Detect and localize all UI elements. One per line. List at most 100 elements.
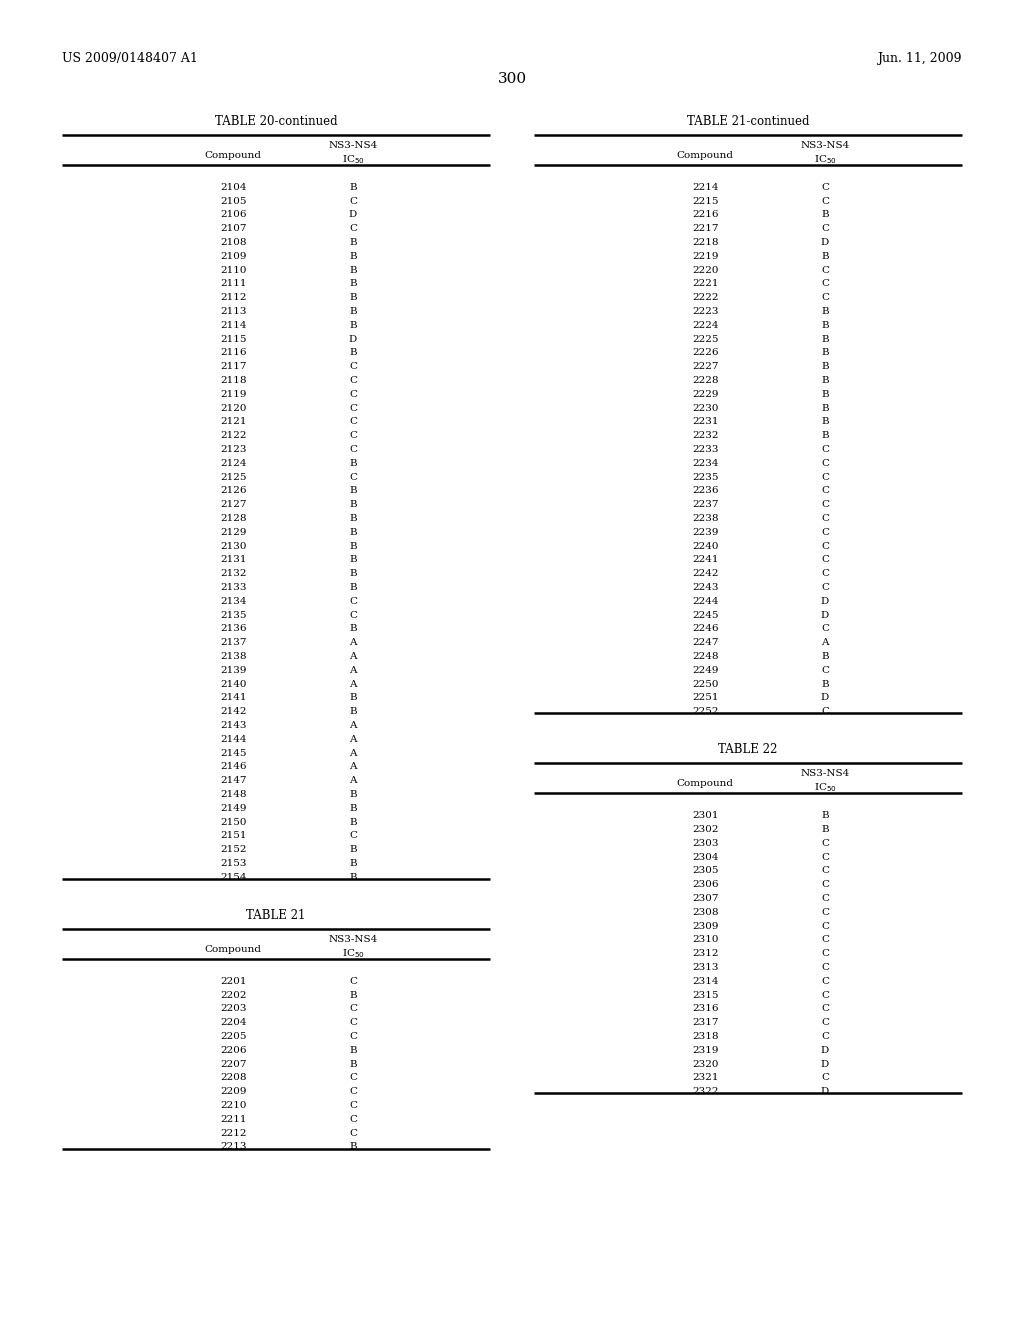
Text: 2152: 2152 [220, 845, 247, 854]
Text: C: C [821, 513, 829, 523]
Text: 2154: 2154 [220, 873, 247, 882]
Text: B: B [349, 845, 356, 854]
Text: 2250: 2250 [692, 680, 719, 689]
Text: B: B [349, 513, 356, 523]
Text: 2146: 2146 [220, 763, 247, 771]
Text: A: A [349, 776, 356, 785]
Text: B: B [349, 569, 356, 578]
Text: A: A [349, 748, 356, 758]
Text: 2142: 2142 [220, 708, 247, 717]
Text: B: B [349, 321, 356, 330]
Text: B: B [821, 652, 828, 661]
Text: C: C [821, 197, 829, 206]
Text: 2117: 2117 [220, 362, 247, 371]
Text: 2145: 2145 [220, 748, 247, 758]
Text: C: C [821, 949, 829, 958]
Text: 2134: 2134 [220, 597, 247, 606]
Text: B: B [821, 362, 828, 371]
Text: C: C [821, 665, 829, 675]
Text: A: A [349, 735, 356, 743]
Text: 2119: 2119 [220, 389, 247, 399]
Text: 2318: 2318 [692, 1032, 719, 1041]
Text: 2247: 2247 [692, 638, 719, 647]
Text: 2138: 2138 [220, 652, 247, 661]
Text: B: B [349, 252, 356, 261]
Text: C: C [349, 1018, 357, 1027]
Text: 2147: 2147 [220, 776, 247, 785]
Text: 2241: 2241 [692, 556, 719, 565]
Text: 2206: 2206 [220, 1045, 247, 1055]
Text: 2252: 2252 [692, 708, 719, 717]
Text: 2249: 2249 [692, 665, 719, 675]
Text: 2321: 2321 [692, 1073, 719, 1082]
Text: 2236: 2236 [692, 486, 719, 495]
Text: 2232: 2232 [692, 432, 719, 440]
Text: C: C [349, 1073, 357, 1082]
Text: C: C [821, 964, 829, 972]
Text: 2240: 2240 [692, 541, 719, 550]
Text: C: C [821, 908, 829, 917]
Text: 2305: 2305 [692, 866, 719, 875]
Text: TABLE 21-continued: TABLE 21-continued [687, 115, 809, 128]
Text: B: B [349, 583, 356, 591]
Text: 2111: 2111 [220, 280, 247, 288]
Text: IC$_{50}$: IC$_{50}$ [814, 153, 837, 166]
Text: 300: 300 [498, 73, 526, 86]
Text: 2242: 2242 [692, 569, 719, 578]
Text: C: C [349, 432, 357, 440]
Text: C: C [821, 541, 829, 550]
Text: 2139: 2139 [220, 665, 247, 675]
Text: C: C [821, 624, 829, 634]
Text: C: C [349, 445, 357, 454]
Text: 2302: 2302 [692, 825, 719, 834]
Text: B: B [349, 280, 356, 288]
Text: 2218: 2218 [692, 238, 719, 247]
Text: A: A [349, 680, 356, 689]
Text: 2151: 2151 [220, 832, 247, 841]
Text: B: B [349, 1060, 356, 1069]
Text: C: C [821, 486, 829, 495]
Text: 2208: 2208 [220, 1073, 247, 1082]
Text: 2121: 2121 [220, 417, 247, 426]
Text: B: B [349, 1045, 356, 1055]
Text: 2207: 2207 [220, 1060, 247, 1069]
Text: C: C [821, 894, 829, 903]
Text: B: B [349, 556, 356, 565]
Text: 2128: 2128 [220, 513, 247, 523]
Text: C: C [821, 921, 829, 931]
Text: 2213: 2213 [220, 1142, 247, 1151]
Text: US 2009/0148407 A1: US 2009/0148407 A1 [62, 51, 198, 65]
Text: 2130: 2130 [220, 541, 247, 550]
Text: 2126: 2126 [220, 486, 247, 495]
Text: C: C [821, 853, 829, 862]
Text: 2244: 2244 [692, 597, 719, 606]
Text: C: C [349, 1088, 357, 1096]
Text: D: D [349, 334, 357, 343]
Text: Compound: Compound [205, 945, 262, 954]
Text: 2118: 2118 [220, 376, 247, 385]
Text: 2248: 2248 [692, 652, 719, 661]
Text: 2108: 2108 [220, 238, 247, 247]
Text: B: B [821, 432, 828, 440]
Text: 2235: 2235 [692, 473, 719, 482]
Text: C: C [821, 977, 829, 986]
Text: 2120: 2120 [220, 404, 247, 413]
Text: D: D [821, 693, 829, 702]
Text: A: A [349, 763, 356, 771]
Text: C: C [821, 459, 829, 467]
Text: 2307: 2307 [692, 894, 719, 903]
Text: 2127: 2127 [220, 500, 247, 510]
Text: C: C [349, 1101, 357, 1110]
Text: C: C [821, 838, 829, 847]
Text: 2223: 2223 [692, 308, 719, 315]
Text: 2308: 2308 [692, 908, 719, 917]
Text: C: C [821, 265, 829, 275]
Text: 2131: 2131 [220, 556, 247, 565]
Text: B: B [821, 252, 828, 261]
Text: 2144: 2144 [220, 735, 247, 743]
Text: IC$_{50}$: IC$_{50}$ [814, 781, 837, 795]
Text: C: C [349, 376, 357, 385]
Text: C: C [821, 473, 829, 482]
Text: B: B [821, 404, 828, 413]
Text: NS3-NS4: NS3-NS4 [329, 141, 378, 150]
